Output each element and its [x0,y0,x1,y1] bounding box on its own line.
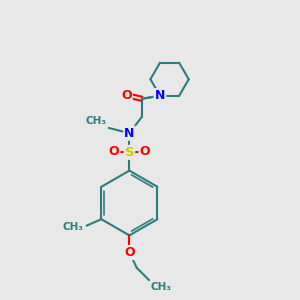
Text: O: O [109,145,119,158]
Text: CH₃: CH₃ [151,283,172,292]
Text: O: O [121,89,132,102]
Text: CH₃: CH₃ [85,116,106,126]
Text: O: O [124,246,135,259]
Text: N: N [155,89,165,102]
Text: CH₃: CH₃ [63,222,84,232]
Text: N: N [155,89,165,102]
Text: N: N [155,89,165,102]
Text: O: O [140,145,150,158]
Text: S: S [124,146,134,159]
Text: N: N [124,127,135,140]
